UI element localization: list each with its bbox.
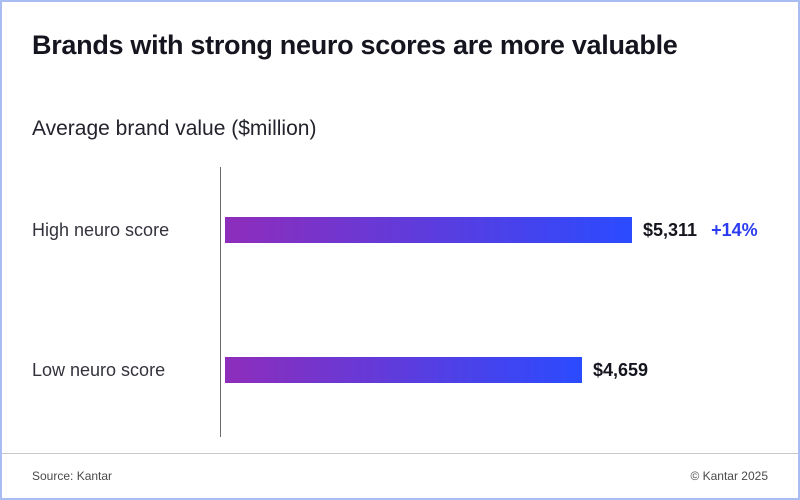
value-label: $4,659 xyxy=(593,359,649,380)
value-label: $5,311 xyxy=(643,219,698,240)
footer-divider xyxy=(2,453,798,454)
bar-row: High neuro score $5,311 +14% xyxy=(32,217,777,243)
source-text: Source: Kantar xyxy=(32,469,113,483)
bar xyxy=(225,217,632,243)
category-label: High neuro score xyxy=(32,219,170,240)
category-label: Low neuro score xyxy=(32,359,166,380)
plot-area: High neuro score $5,311 +14% Low neuro s… xyxy=(32,167,777,437)
annotation-label: +14% xyxy=(711,219,758,240)
y-axis-line xyxy=(220,167,221,437)
chart-subtitle: Average brand value ($million) xyxy=(32,117,317,140)
copyright-text: © Kantar 2025 xyxy=(690,469,768,483)
bar xyxy=(225,357,582,383)
bar-row: Low neuro score $4,659 xyxy=(32,357,777,383)
chart-title: Brands with strong neuro scores are more… xyxy=(32,30,678,60)
